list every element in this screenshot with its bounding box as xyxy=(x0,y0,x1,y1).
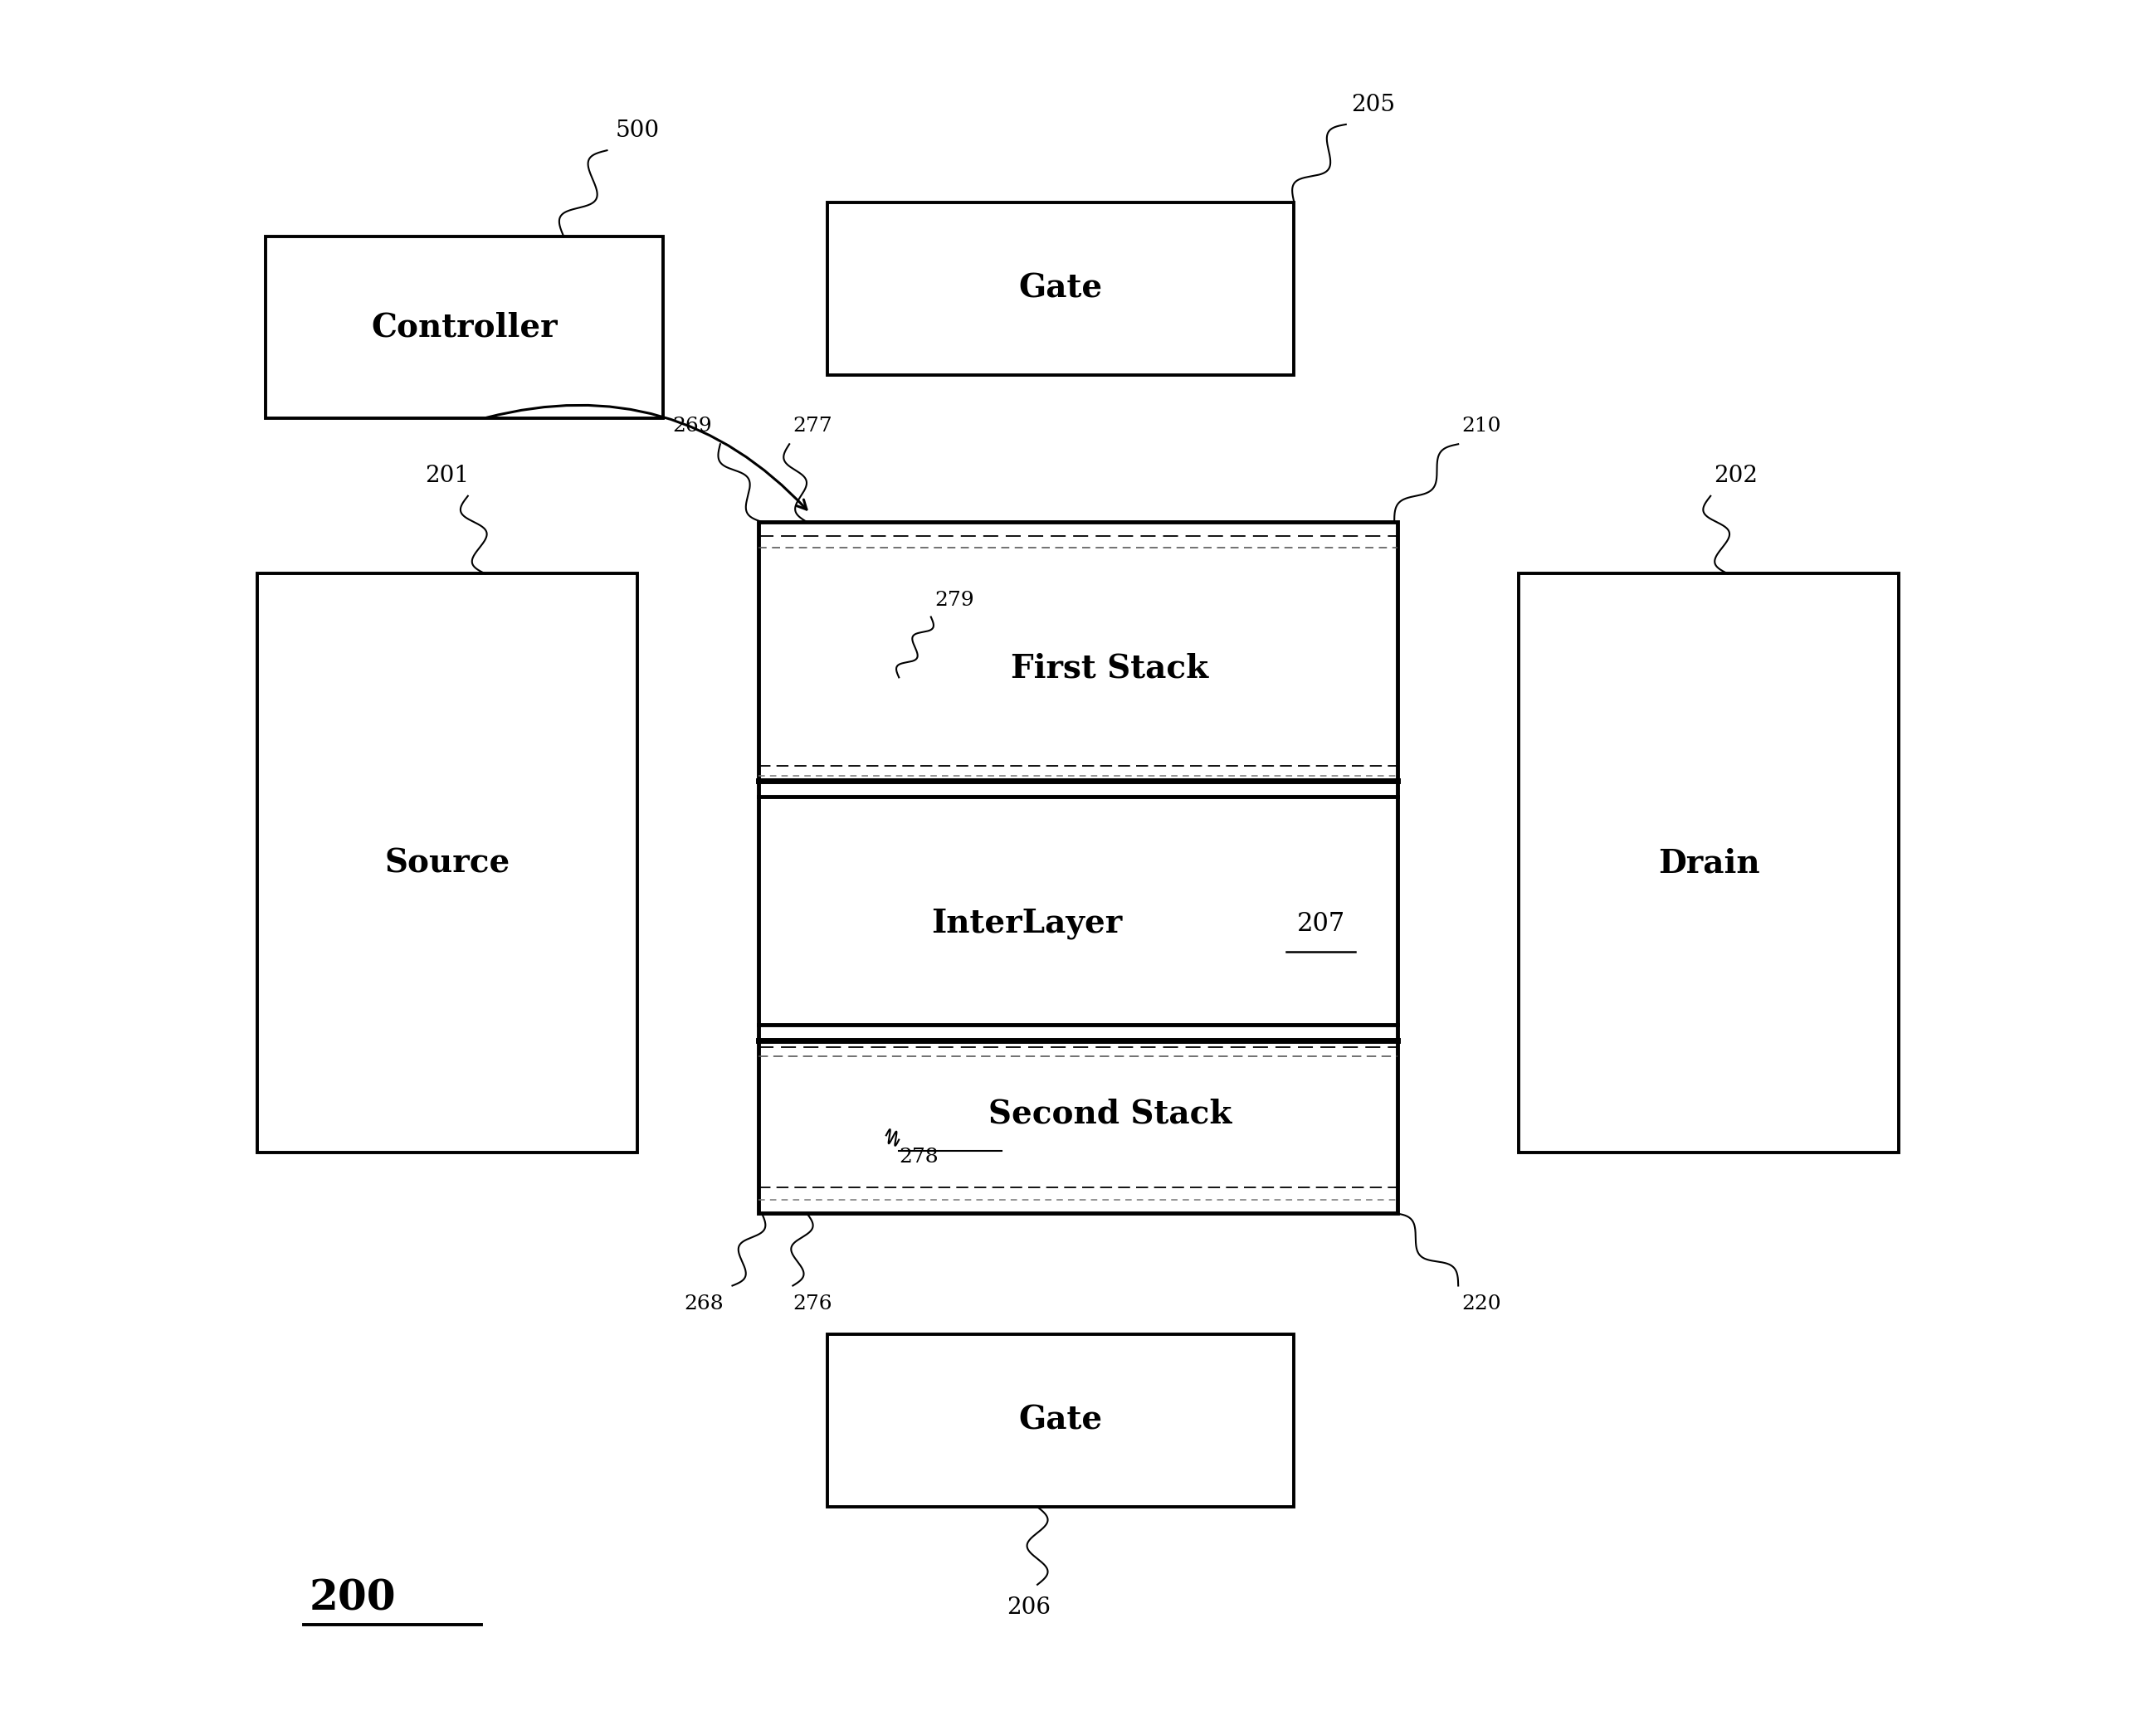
Text: 201: 201 xyxy=(425,465,468,488)
Text: Second Stack: Second Stack xyxy=(987,1098,1231,1129)
Bar xyxy=(828,1334,1294,1508)
Text: Source: Source xyxy=(384,847,511,880)
Text: Drain: Drain xyxy=(1658,847,1759,880)
Text: 202: 202 xyxy=(1714,465,1757,488)
Text: 279: 279 xyxy=(934,592,975,611)
Bar xyxy=(257,574,638,1152)
Bar xyxy=(1518,574,1899,1152)
Text: 277: 277 xyxy=(793,416,832,435)
Text: 206: 206 xyxy=(1007,1596,1050,1619)
Text: 200: 200 xyxy=(308,1579,397,1619)
Text: 220: 220 xyxy=(1462,1294,1501,1313)
Text: InterLayer: InterLayer xyxy=(931,907,1123,939)
Text: Controller: Controller xyxy=(371,312,558,344)
Bar xyxy=(759,522,1397,1213)
Text: 269: 269 xyxy=(673,416,711,435)
Text: First Stack: First Stack xyxy=(1011,652,1210,685)
Text: 210: 210 xyxy=(1462,416,1501,435)
Text: 268: 268 xyxy=(683,1294,724,1313)
Bar xyxy=(265,236,664,418)
FancyArrowPatch shape xyxy=(487,406,806,510)
Text: 500: 500 xyxy=(617,120,660,142)
Text: 207: 207 xyxy=(1298,911,1345,937)
Text: 276: 276 xyxy=(793,1294,832,1313)
Text: 278: 278 xyxy=(899,1147,938,1166)
Bar xyxy=(828,203,1294,375)
Text: 205: 205 xyxy=(1352,94,1395,116)
Text: Gate: Gate xyxy=(1020,272,1102,304)
Text: Gate: Gate xyxy=(1020,1405,1102,1437)
